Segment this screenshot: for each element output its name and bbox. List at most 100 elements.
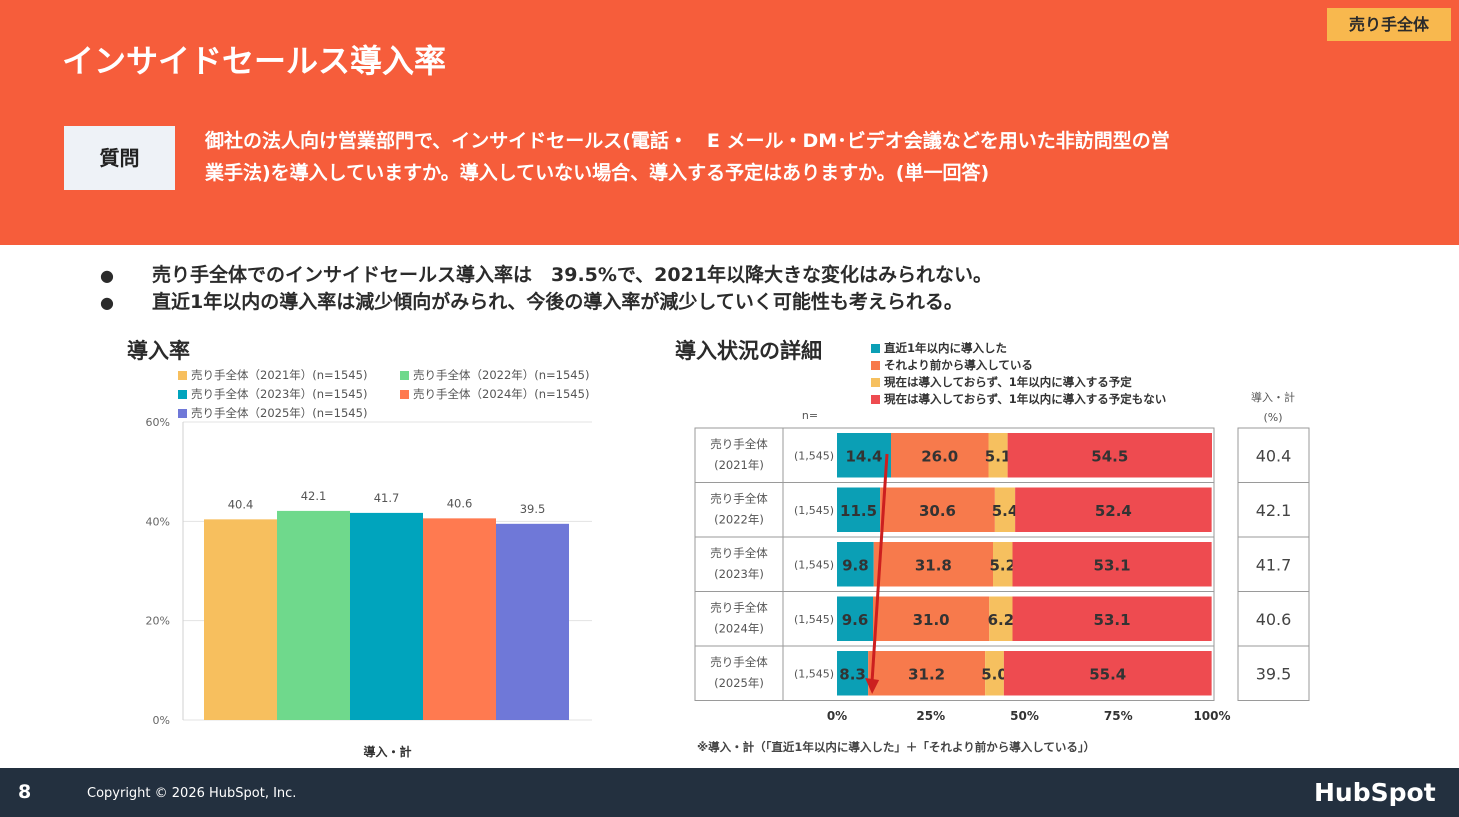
legend-label: 現在は導入しておらず、1年以内に導入する予定	[884, 375, 1132, 389]
stacked-segment	[985, 651, 1004, 696]
segment-value-label: 31.2	[908, 665, 945, 683]
legend-swatch	[871, 395, 880, 404]
y-tick-label: 40%	[146, 515, 170, 528]
legend-swatch	[178, 409, 187, 418]
stacked-segment	[837, 651, 869, 696]
footer-bar: 8 Copyright © 2026 HubSpot, Inc. HubSpot	[0, 768, 1459, 817]
y-tick-label: 0%	[153, 714, 170, 727]
row-total: 42.1	[1256, 501, 1292, 520]
legend-swatch	[871, 344, 880, 353]
bar	[277, 510, 350, 720]
n-header: n=	[802, 409, 818, 422]
stacked-segment	[1012, 542, 1212, 587]
row-total: 40.6	[1256, 610, 1292, 629]
bar	[350, 512, 423, 720]
legend-swatch	[178, 390, 187, 399]
x-tick-label: 25%	[916, 709, 945, 723]
legend-swatch	[871, 361, 880, 370]
legend-label: 売り手全体（2022年）(n=1545)	[413, 368, 590, 382]
x-tick-label: 75%	[1104, 709, 1133, 723]
page-title: インサイドセールス導入率	[62, 42, 447, 80]
bar-value-label: 40.6	[447, 496, 473, 510]
segment-value-label: 14.4	[845, 447, 882, 465]
stacked-segment	[1007, 433, 1212, 478]
stacked-segment	[837, 487, 881, 532]
segment-value-label: 5.4	[992, 502, 1019, 520]
legend-item: 現在は導入しておらず、1年以内に導入する予定もない	[871, 391, 1166, 408]
segment-value-label: 9.6	[842, 611, 869, 629]
bar-value-label: 42.1	[301, 489, 327, 503]
segment-value-label: 52.4	[1095, 502, 1132, 520]
legend-item: 売り手全体（2025年）(n=1545)	[178, 405, 367, 421]
legend-label: 売り手全体（2021年）(n=1545)	[191, 368, 368, 382]
stacked-segment	[868, 651, 986, 696]
row-total: 39.5	[1256, 664, 1292, 683]
legend-item: 直近1年以内に導入した	[871, 340, 1166, 357]
segment-value-label: 5.2	[989, 556, 1016, 574]
summary-bullets: ● 売り手全体でのインサイドセールス導入率は 39.5%で、2021年以降大きな…	[100, 262, 1400, 316]
stacked-segment	[1012, 596, 1212, 641]
bullet-marker: ●	[100, 266, 114, 285]
segment-badge: 売り手全体	[1327, 8, 1451, 41]
segment-value-label: 26.0	[921, 447, 958, 465]
row-sublabel: (2025年)	[714, 676, 764, 690]
summary-bullet: ● 直近1年以内の導入率は減少傾向がみられ、今後の導入率が減少していく可能性も考…	[100, 289, 1400, 316]
row-sublabel: (2021年)	[714, 458, 764, 472]
right-chart-legend: 直近1年以内に導入した それより前から導入している 現在は導入しておらず、1年以…	[871, 340, 1166, 408]
row-sublabel: (2024年)	[714, 622, 764, 636]
page-number: 8	[18, 781, 32, 803]
legend-swatch	[871, 378, 880, 387]
bar	[496, 523, 569, 720]
segment-value-label: 31.8	[915, 556, 952, 574]
segment-value-label: 53.1	[1094, 556, 1131, 574]
total-frame	[1237, 427, 1310, 701]
stacked-segment	[837, 542, 874, 587]
question-line-2: 業手法)を導入していますか。導入していない場合、導入する予定はありますか。(単一…	[205, 162, 990, 184]
x-tick-label: 100%	[1193, 709, 1230, 723]
row-n: (1,545)	[794, 558, 834, 571]
row-label: 売り手全体	[710, 492, 768, 506]
left-chart-title: 導入率	[127, 339, 190, 363]
legend-swatch	[400, 390, 409, 399]
stacked-segment	[891, 433, 989, 478]
bar-value-label: 39.5	[520, 502, 546, 516]
row-sublabel: (2022年)	[714, 513, 764, 527]
row-label: 売り手全体	[710, 601, 768, 615]
segment-value-label: 11.5	[840, 502, 877, 520]
x-tick-label: 50%	[1010, 709, 1039, 723]
hubspot-logo: HubSpot	[1314, 778, 1436, 807]
bar	[204, 519, 277, 720]
row-n: (1,545)	[794, 667, 834, 680]
legend-label: それより前から導入している	[884, 358, 1033, 372]
stacked-segment	[1015, 487, 1212, 532]
row-total: 40.4	[1256, 446, 1292, 465]
header-banner: インサイドセールス導入率 売り手全体 質問 御社の法人向け営業部門で、インサイド…	[0, 0, 1459, 245]
segment-value-label: 31.0	[913, 611, 950, 629]
y-tick-label: 20%	[146, 615, 170, 628]
footnote: ※導入・計（「直近1年以内に導入した」＋「それより前から導入している」）	[697, 740, 1095, 754]
bullet-marker: ●	[100, 293, 114, 312]
legend-item: 売り手全体（2021年）(n=1545)	[178, 367, 367, 383]
y-tick-label: 60%	[146, 416, 170, 429]
legend-label: 売り手全体（2024年）(n=1545)	[413, 387, 590, 401]
legend-swatch	[178, 371, 187, 380]
summary-bullet: ● 売り手全体でのインサイドセールス導入率は 39.5%で、2021年以降大きな…	[100, 262, 1400, 289]
total-header: 導入・計	[1251, 390, 1295, 404]
bullet-text: 直近1年以内の導入率は減少傾向がみられ、今後の導入率が減少していく可能性も考えら…	[152, 291, 963, 313]
right-chart-title: 導入状況の詳細	[675, 339, 822, 363]
question-label: 質問	[64, 126, 175, 190]
legend-item: 売り手全体（2022年）(n=1545)	[400, 367, 589, 383]
question-text: 御社の法人向け営業部門で、インサイドセールス(電話・ E メール・DM･ビデオ会…	[205, 125, 1285, 189]
legend-item: それより前から導入している	[871, 357, 1166, 374]
segment-value-label: 30.6	[919, 502, 956, 520]
row-label: 売り手全体	[710, 655, 768, 669]
row-label: 売り手全体	[710, 437, 768, 451]
segment-value-label: 54.5	[1091, 447, 1128, 465]
bar	[423, 518, 496, 720]
total-header-unit: (%)	[1263, 411, 1282, 424]
question-line-1: 御社の法人向け営業部門で、インサイドセールス(電話・ E メール・DM･ビデオ会…	[205, 130, 1170, 152]
row-n: (1,545)	[794, 613, 834, 626]
segment-value-label: 5.1	[985, 447, 1012, 465]
row-sublabel: (2023年)	[714, 567, 764, 581]
